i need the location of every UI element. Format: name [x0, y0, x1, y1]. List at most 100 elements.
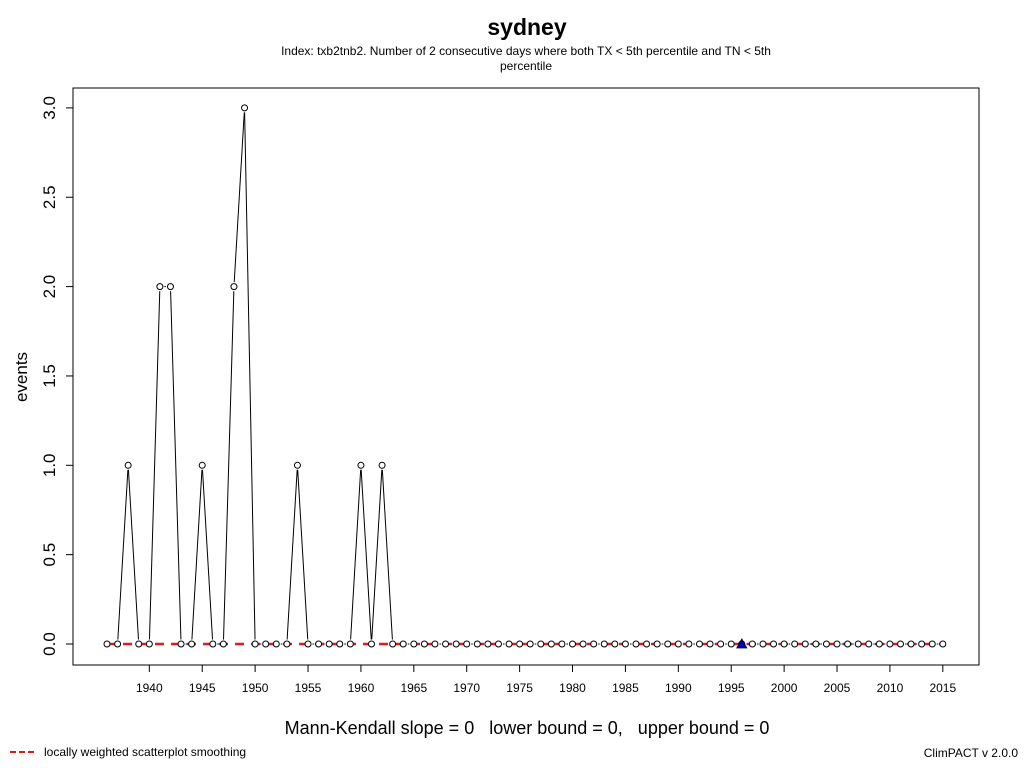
data-point: [230, 283, 238, 291]
x-tick-label: 1965: [400, 681, 427, 695]
data-point: [844, 640, 852, 648]
data-point: [368, 640, 375, 648]
data-point: [907, 640, 915, 648]
y-tick-label: 0.5: [40, 543, 59, 567]
data-point: [357, 461, 365, 469]
series-segment: [360, 469, 372, 640]
x-tick-label: 1945: [189, 681, 216, 695]
data-point: [865, 640, 873, 648]
data-point: [389, 640, 397, 648]
data-point: [103, 640, 111, 648]
data-point: [770, 640, 778, 648]
y-axis-label: events: [12, 352, 31, 402]
data-point: [346, 640, 354, 648]
data-point: [336, 640, 344, 648]
data-point: [939, 640, 947, 648]
data-point: [717, 640, 725, 648]
x-tick-label: 1950: [242, 681, 269, 695]
data-point: [547, 640, 555, 648]
version-label: ClimPACT v 2.0.0: [923, 746, 1018, 760]
data-point: [283, 640, 291, 648]
data-point: [822, 640, 830, 648]
data-point: [706, 640, 714, 648]
data-point: [579, 640, 587, 648]
data-point: [315, 640, 323, 648]
data-point: [463, 640, 471, 648]
data-point: [928, 640, 936, 648]
series-segment: [297, 469, 309, 640]
data-point: [442, 640, 450, 648]
data-point: [304, 640, 312, 648]
data-point: [759, 640, 767, 648]
data-point: [188, 640, 196, 648]
data-point: [272, 640, 280, 648]
series-segment: [170, 291, 182, 640]
data-point: [494, 640, 502, 648]
data-point: [833, 640, 841, 648]
series-segment: [381, 469, 393, 640]
data-point: [124, 461, 132, 469]
data-point: [791, 640, 799, 648]
data-point: [251, 640, 259, 648]
series-segment: [350, 469, 362, 640]
data-point: [145, 640, 153, 648]
legend: locally weighted scatterplot smoothing: [10, 745, 246, 759]
data-point: [801, 640, 809, 648]
plot-frame: [72, 87, 980, 666]
series-segment: [223, 291, 235, 640]
triangle-marker: [736, 638, 748, 649]
x-tick-label: 2005: [824, 681, 851, 695]
series-segment: [201, 469, 214, 640]
chart-title: sydney: [487, 14, 567, 40]
data-point: [516, 640, 524, 648]
y-tick-label: 0.0: [40, 632, 59, 656]
data-point: [293, 461, 301, 469]
data-point: [854, 640, 862, 648]
data-point: [537, 640, 545, 648]
data-point: [262, 640, 270, 648]
data-point: [166, 283, 174, 291]
data-point: [135, 640, 143, 648]
data-point: [399, 640, 407, 648]
data-point: [727, 640, 735, 648]
data-point: [685, 640, 693, 648]
y-tick-label: 3.0: [40, 96, 59, 120]
data-point: [812, 640, 820, 648]
data-point: [886, 640, 894, 648]
data-point: [209, 640, 217, 648]
x-tick-label: 2000: [771, 681, 798, 695]
data-point: [611, 640, 619, 648]
data-point: [420, 640, 428, 648]
x-tick-label: 1995: [718, 681, 745, 695]
data-point: [378, 461, 386, 469]
data-point: [177, 640, 185, 648]
y-tick-label: 2.0: [40, 275, 59, 299]
series-segment: [233, 112, 245, 283]
x-tick-label: 1985: [612, 681, 639, 695]
data-point: [114, 640, 122, 648]
x-tick-label: 1975: [506, 681, 533, 695]
data-point: [558, 640, 566, 648]
trend-statistics: Mann-Kendall slope = 0 lower bound = 0, …: [284, 718, 770, 738]
data-point: [484, 640, 492, 648]
data-point: [452, 640, 460, 648]
x-tick-label: 1955: [295, 681, 322, 695]
series-segment: [286, 469, 298, 640]
x-tick-label: 1960: [348, 681, 375, 695]
data-point: [875, 640, 883, 648]
data-point: [431, 640, 439, 648]
data-point: [600, 640, 608, 648]
data-point: [219, 640, 227, 648]
series-segment: [371, 469, 383, 640]
series-segment: [127, 469, 139, 640]
x-tick-label: 1940: [136, 681, 163, 695]
data-point: [918, 640, 926, 648]
series-segment: [117, 469, 129, 640]
x-tick-label: 1990: [665, 681, 692, 695]
data-point: [632, 640, 640, 648]
data-point: [325, 640, 333, 648]
x-tick-label: 2010: [877, 681, 904, 695]
y-tick-label: 2.5: [40, 185, 59, 209]
x-tick-label: 2015: [929, 681, 956, 695]
